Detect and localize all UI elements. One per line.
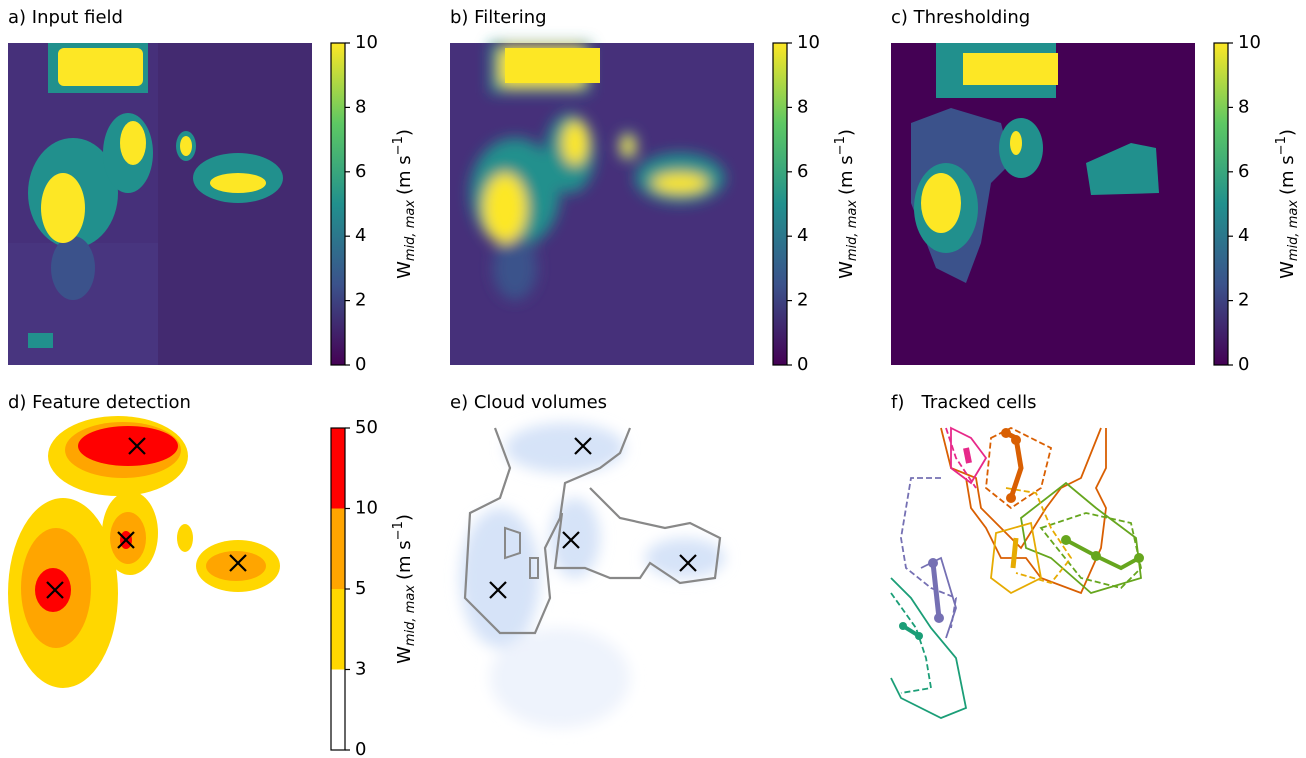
tick-label: 8 [355, 96, 366, 117]
tick-label: 0 [355, 739, 366, 758]
tick-label: 10 [355, 498, 378, 519]
label-symbol: W [836, 261, 857, 279]
panel-d [8, 416, 280, 688]
label-symbol: W [394, 261, 415, 279]
tick-label: 50 [355, 417, 378, 438]
label-subscript: mid, max [403, 200, 418, 261]
label-close: ) [1277, 129, 1298, 136]
label-unit: (m s [394, 540, 415, 580]
colorbar-label: Wmid, max (m s−1) [833, 129, 860, 279]
tick-label: 2 [797, 290, 808, 311]
tick-label: 6 [355, 161, 366, 182]
colorbar-segment [331, 428, 345, 509]
colorbar [772, 42, 788, 366]
colorbar-label: Wmid, max (m s−1) [391, 514, 418, 664]
panel-title: b) Filtering [450, 7, 547, 28]
tick-label: 4 [355, 225, 366, 246]
tick-label: 0 [797, 354, 808, 375]
tick-label: 10 [797, 32, 820, 53]
panel-c [891, 43, 1195, 365]
tick-label: 0 [355, 354, 366, 375]
label-close: ) [394, 129, 415, 136]
label-exponent: −1 [391, 521, 406, 540]
tick-label: 4 [797, 225, 808, 246]
tick-label: 5 [355, 578, 366, 599]
panel-title: f) Tracked cells [891, 392, 1037, 413]
label-unit: (m s [836, 155, 857, 195]
label-close: ) [394, 514, 415, 521]
colorbar [330, 42, 346, 366]
panel-title: e) Cloud volumes [450, 392, 607, 413]
colorbar-segment [331, 669, 345, 750]
colorbar [1213, 42, 1229, 366]
tick-label: 3 [355, 659, 366, 680]
tick-label: 6 [1238, 161, 1249, 182]
panel-title: a) Input field [8, 7, 123, 28]
tick-label: 2 [1238, 290, 1249, 311]
colorbar-label: Wmid, max (m s−1) [1274, 129, 1301, 279]
colorbar-segment [331, 589, 345, 670]
tick-label: 0 [1238, 354, 1249, 375]
colorbar-label: Wmid, max (m s−1) [391, 129, 418, 279]
panel-title: c) Thresholding [891, 7, 1030, 28]
label-exponent: −1 [391, 136, 406, 155]
tick-label: 8 [797, 96, 808, 117]
panel-e [460, 423, 725, 728]
tick-label: 6 [797, 161, 808, 182]
label-exponent: −1 [833, 136, 848, 155]
label-unit: (m s [394, 155, 415, 195]
panel-a [8, 43, 312, 365]
label-unit: (m s [1277, 155, 1298, 195]
panel-b [450, 43, 754, 365]
label-symbol: W [1277, 261, 1298, 279]
panel-f [890, 426, 1144, 719]
tick-label: 10 [1238, 32, 1261, 53]
tick-label: 2 [355, 290, 366, 311]
label-subscript: mid, max [1286, 200, 1301, 261]
tick-label: 4 [1238, 225, 1249, 246]
colorbar-segment [331, 508, 345, 589]
label-close: ) [836, 129, 857, 136]
tick-label: 10 [355, 32, 378, 53]
panel-title: d) Feature detection [8, 392, 191, 413]
label-exponent: −1 [1274, 136, 1289, 155]
label-symbol: W [394, 646, 415, 664]
label-subscript: mid, max [845, 200, 860, 261]
tick-label: 8 [1238, 96, 1249, 117]
label-subscript: mid, max [403, 585, 418, 646]
